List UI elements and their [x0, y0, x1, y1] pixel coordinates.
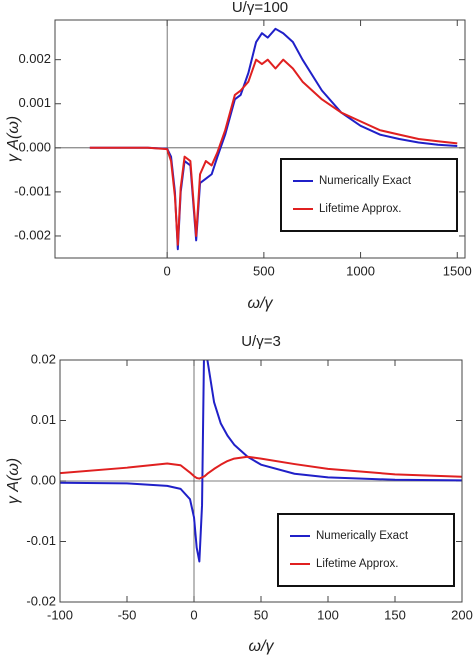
- y-tick-label: 0.001: [18, 95, 51, 110]
- x-tick-label: -50: [118, 607, 137, 622]
- x-tick-label: 0: [190, 607, 197, 622]
- legend-label: Numerically Exact: [319, 175, 412, 187]
- series-line: [60, 360, 462, 563]
- plot-frame: [59, 359, 463, 603]
- chart-title: U/γ=100: [232, 0, 288, 16]
- chart-title: U/γ=3: [241, 333, 281, 350]
- y-tick-label: 0.000: [18, 139, 51, 154]
- legend-label: Lifetime Approx.: [316, 558, 398, 570]
- y-tick-label: 0.00: [31, 472, 56, 487]
- legend-box: [280, 158, 458, 232]
- y-tick-label: -0.002: [14, 227, 51, 242]
- y-tick-label: 0.002: [18, 51, 51, 66]
- x-tick-label: 1000: [346, 263, 375, 278]
- series-line: [60, 455, 462, 480]
- x-tick-label: 1500: [443, 263, 472, 278]
- x-axis-label: ω/γ: [248, 295, 274, 312]
- x-tick-label: 500: [253, 263, 275, 278]
- y-axis-label: γ A(ω): [5, 116, 22, 162]
- x-tick-label: 100: [317, 607, 339, 622]
- y-tick-label: -0.01: [26, 533, 56, 548]
- y-tick-label: -0.02: [26, 593, 56, 608]
- y-tick-label: 0.02: [31, 351, 56, 366]
- plot-frame: [54, 19, 466, 259]
- x-tick-label: -100: [47, 607, 73, 622]
- legend-label: Lifetime Approx.: [319, 203, 401, 215]
- y-tick-label: -0.001: [14, 183, 51, 198]
- x-tick-label: 50: [254, 607, 268, 622]
- series-line: [89, 58, 458, 246]
- x-tick-label: 200: [451, 607, 473, 622]
- x-tick-label: 0: [164, 263, 171, 278]
- y-tick-label: 0.01: [31, 412, 56, 427]
- legend-label: Numerically Exact: [316, 530, 409, 542]
- y-axis-label: γ A(ω): [5, 458, 22, 504]
- x-tick-label: 150: [384, 607, 406, 622]
- legend-box: [277, 513, 455, 587]
- x-axis-label: ω/γ: [249, 638, 275, 655]
